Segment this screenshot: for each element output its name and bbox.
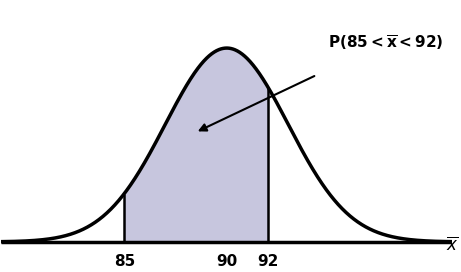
Text: 90: 90 [216,254,237,268]
Text: $\overline{x}$: $\overline{x}$ [446,236,458,254]
Text: $\mathbf{P(85 < \overline{x} < 92)}$: $\mathbf{P(85 < \overline{x} < 92)}$ [328,33,443,52]
Text: 85: 85 [114,254,135,268]
Text: 92: 92 [257,254,278,268]
